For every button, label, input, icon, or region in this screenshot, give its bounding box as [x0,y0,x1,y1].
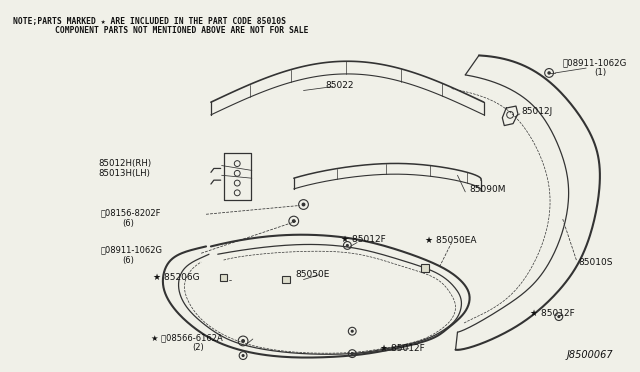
Circle shape [351,330,354,333]
Bar [220,274,227,281]
Text: 85012H(RH): 85012H(RH) [99,159,152,168]
Text: J8500067: J8500067 [567,350,613,360]
Text: 85013H(LH): 85013H(LH) [99,169,151,178]
Bar [282,276,290,283]
Text: ★ Ⓝ08566-6162A: ★ Ⓝ08566-6162A [152,334,223,343]
Text: NOTE;PARTS MARKED ★ ARE INCLUDED IN THE PART CODE 85010S: NOTE;PARTS MARKED ★ ARE INCLUDED IN THE … [13,17,286,26]
Bar [421,264,429,272]
Text: 85090M: 85090M [469,185,506,195]
Text: 85010S: 85010S [579,257,613,266]
Circle shape [557,315,561,318]
Circle shape [351,352,354,355]
Circle shape [346,244,349,247]
Text: 85050E: 85050E [296,270,330,279]
Text: 85012J: 85012J [522,108,553,116]
Text: Ⓝ08911-1062G: Ⓝ08911-1062G [100,246,163,255]
Circle shape [241,339,245,343]
Text: Ⓝ08911-1062G: Ⓝ08911-1062G [563,59,627,68]
Text: (6): (6) [122,218,134,228]
Text: 85022: 85022 [325,81,353,90]
Text: ★ 85206G: ★ 85206G [154,273,200,282]
Text: Ⓝ08156-8202F: Ⓝ08156-8202F [100,209,161,218]
Circle shape [292,219,296,223]
Text: COMPONENT PARTS NOT MENTIONED ABOVE ARE NOT FOR SALE: COMPONENT PARTS NOT MENTIONED ABOVE ARE … [55,26,308,35]
Circle shape [241,354,244,357]
Text: ★ 85012F: ★ 85012F [340,235,385,244]
Text: ★ 85012F: ★ 85012F [530,309,574,318]
Text: (1): (1) [594,68,606,77]
Text: (6): (6) [122,256,134,264]
Circle shape [547,71,551,75]
Text: (2): (2) [193,343,204,352]
Circle shape [301,203,305,206]
Text: ★ 85050EA: ★ 85050EA [426,236,477,245]
Text: ★ 85012F: ★ 85012F [380,344,424,353]
